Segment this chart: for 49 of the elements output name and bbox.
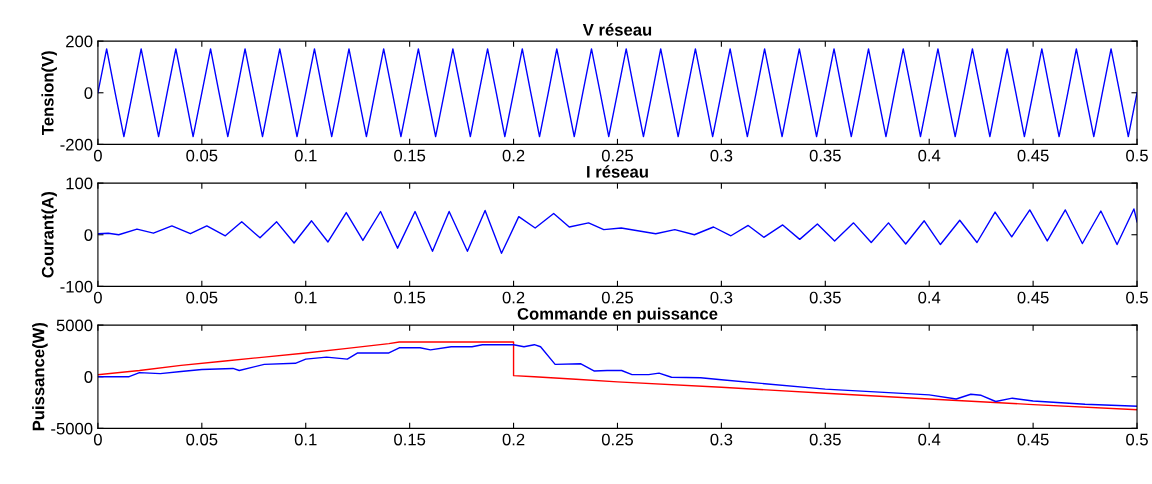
y-tick-label: -100 [60,280,93,293]
y-axis-title: Tension(V) [41,51,57,136]
x-tick-label: 0.35 [809,149,841,162]
x-tick-label: 0 [93,291,102,304]
y-tick-label: 100 [66,177,93,190]
y-axis-title: Puissance(W) [32,322,48,431]
x-tick-label: 0.45 [1017,291,1049,304]
x-tick-label: 0.35 [809,433,841,446]
x-tick-label: 0.05 [186,433,218,446]
y-tick-label: 0 [84,87,93,99]
x-tick-label: 0.4 [918,433,941,446]
y-tick-label: 5000 [56,319,93,332]
x-tick-label: 0.15 [394,291,426,304]
chart-title: V réseau [582,23,652,36]
x-tick-label: 0.1 [294,149,317,162]
x-tick-label: 0.2 [502,149,525,162]
x-tick-label: 0 [93,433,102,446]
x-tick-label: 0.25 [601,149,633,162]
x-tick-label: 0.4 [918,149,941,162]
x-tick-label: 0.45 [1017,433,1049,446]
y-tick-label: -5000 [51,422,93,435]
y-tick-label: 0 [84,229,93,241]
x-tick-label: 0.25 [601,433,633,446]
chart-title: I réseau [587,165,648,178]
x-tick-label: 0.3 [710,149,733,162]
x-tick-label: 0.5 [1126,291,1148,304]
x-tick-label: 0.1 [294,291,317,304]
x-tick-label: 0.3 [710,433,733,446]
x-tick-label: 0.05 [186,291,218,304]
x-tick-label: 0.5 [1126,433,1148,446]
x-tick-label: 0.05 [186,149,218,162]
x-tick-label: 0.45 [1017,149,1049,162]
x-tick-label: 0.5 [1126,149,1148,162]
x-tick-label: 0.25 [601,291,633,304]
y-tick-label: 0 [84,371,93,383]
x-tick-label: 0.1 [294,433,317,446]
line-series [97,208,1138,255]
y-axis-title: Courant(A) [41,192,57,278]
x-tick-label: 0.2 [502,291,525,304]
x-tick-label: 0 [93,149,102,162]
y-tick-label: 200 [66,35,93,48]
y-tick-label: -200 [60,138,93,151]
x-tick-label: 0.35 [809,291,841,304]
x-tick-label: 0.4 [918,291,941,304]
chart-title: Commande en puissance [517,307,718,323]
x-tick-label: 0.3 [710,291,733,304]
x-tick-label: 0.15 [394,149,426,162]
x-tick-label: 0.2 [502,433,525,446]
x-tick-label: 0.15 [394,433,426,446]
